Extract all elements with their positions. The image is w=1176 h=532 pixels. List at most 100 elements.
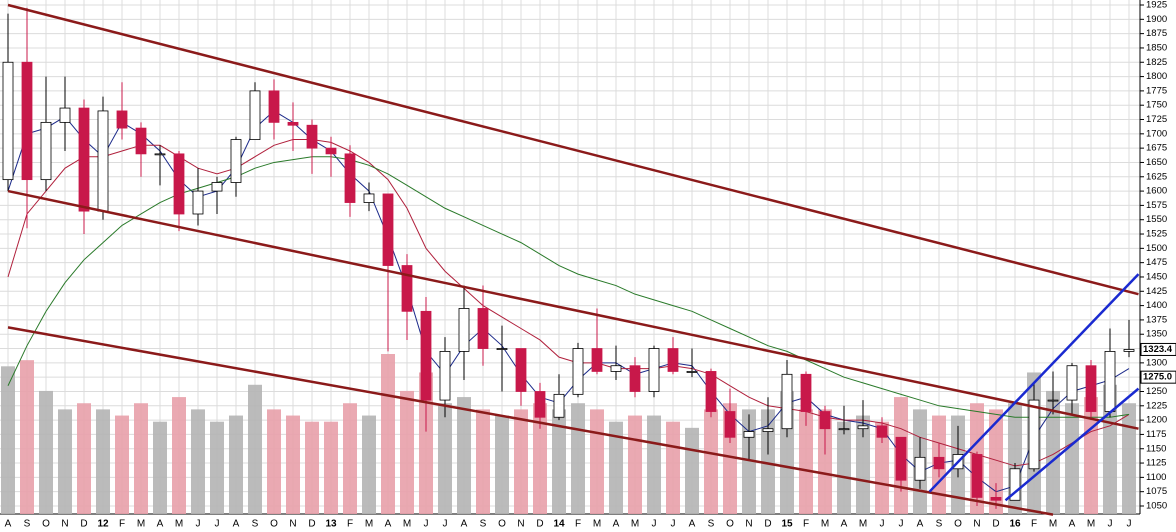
volume-bar bbox=[799, 409, 813, 514]
candle-body bbox=[382, 193, 394, 266]
candle-body bbox=[838, 428, 850, 431]
candle-body bbox=[515, 348, 527, 392]
y-tick-label: 1600 bbox=[1146, 186, 1167, 197]
candle-body bbox=[781, 373, 793, 430]
x-tick-label: O bbox=[42, 519, 50, 530]
x-tick-label: F bbox=[575, 519, 581, 530]
x-tick-label: F bbox=[803, 519, 809, 530]
volume-bar bbox=[666, 421, 680, 514]
volume-bar bbox=[58, 409, 72, 514]
y-tick-label: 1775 bbox=[1146, 85, 1167, 96]
y-tick-label: 1075 bbox=[1146, 486, 1167, 497]
volume-bar bbox=[856, 415, 870, 514]
x-tick-label: N bbox=[973, 519, 980, 530]
y-tick-label: 1100 bbox=[1146, 472, 1166, 483]
candle-body bbox=[1123, 349, 1135, 352]
x-tick-label: D bbox=[308, 519, 315, 530]
y-tick-label: 1625 bbox=[1146, 171, 1167, 182]
y-tick-label: 1575 bbox=[1146, 200, 1167, 211]
volume-bar bbox=[704, 409, 718, 514]
candle-body bbox=[1009, 468, 1021, 501]
trendline bbox=[928, 273, 1140, 493]
volume-bar bbox=[989, 409, 1003, 514]
candle-body bbox=[287, 121, 299, 126]
x-tick-label: A bbox=[5, 519, 12, 530]
x-tick-label: M bbox=[1049, 519, 1057, 530]
x-tick-label: O bbox=[954, 519, 962, 530]
moving-average bbox=[7, 139, 1130, 467]
candle-body bbox=[211, 182, 223, 192]
candle-body bbox=[21, 61, 33, 181]
candle-body bbox=[363, 193, 375, 203]
volume-bar bbox=[191, 409, 205, 514]
volume-bar bbox=[229, 415, 243, 514]
x-tick-label: S bbox=[252, 519, 259, 530]
volume-bar bbox=[419, 372, 433, 514]
candle-body bbox=[249, 90, 261, 140]
x-tick-label: S bbox=[480, 519, 487, 530]
x-tick-label: D bbox=[764, 519, 771, 530]
y-tick-label: 1675 bbox=[1146, 143, 1167, 154]
x-tick-label: D bbox=[992, 519, 999, 530]
plot-background bbox=[0, 0, 1140, 514]
x-tick-label: 15 bbox=[781, 519, 793, 530]
volume-bar bbox=[647, 415, 661, 514]
candle-body bbox=[173, 153, 185, 215]
volume-bar bbox=[818, 409, 832, 514]
price-label: 1323.4 bbox=[1143, 344, 1173, 355]
volume-bar bbox=[590, 409, 604, 514]
x-tick-label: A bbox=[157, 519, 164, 530]
y-tick-label: 1175 bbox=[1146, 429, 1166, 440]
x-tick-label: A bbox=[233, 519, 240, 530]
volume-bar bbox=[362, 415, 376, 514]
volume-bar bbox=[267, 409, 281, 514]
y-tick-label: 1800 bbox=[1146, 71, 1167, 82]
x-tick-label: M bbox=[365, 519, 373, 530]
candle-body bbox=[97, 110, 109, 212]
candle-body bbox=[971, 454, 983, 498]
x-tick-label: A bbox=[917, 519, 924, 530]
trendline bbox=[7, 326, 1054, 516]
volume-bar bbox=[210, 421, 224, 514]
volume-bar bbox=[20, 360, 34, 514]
x-tick-label: O bbox=[270, 519, 278, 530]
y-tick-label: 1550 bbox=[1146, 214, 1167, 225]
x-tick-label: A bbox=[613, 519, 620, 530]
volume-bar bbox=[77, 403, 91, 514]
candle-body bbox=[420, 310, 432, 401]
candle-body bbox=[534, 391, 546, 418]
x-tick-label: J bbox=[1127, 519, 1132, 530]
candle-body bbox=[724, 411, 736, 438]
volume-bar bbox=[172, 397, 186, 514]
x-tick-label: A bbox=[461, 519, 468, 530]
volume-bar bbox=[514, 409, 528, 514]
candle-body bbox=[800, 373, 812, 412]
y-tick-label: 1350 bbox=[1146, 329, 1167, 340]
y-tick-label: 1050 bbox=[1146, 501, 1167, 512]
x-tick-label: 14 bbox=[553, 519, 565, 530]
volume-bar bbox=[609, 421, 623, 514]
candle-body bbox=[572, 348, 584, 395]
x-tick-label: O bbox=[726, 519, 734, 530]
y-tick-label: 1400 bbox=[1146, 300, 1167, 311]
y-tick-label: 1825 bbox=[1146, 57, 1167, 68]
volume-bar bbox=[685, 427, 699, 514]
y-tick-label: 1650 bbox=[1146, 157, 1167, 168]
x-tick-label: M bbox=[137, 519, 145, 530]
volume-bar bbox=[1122, 403, 1136, 514]
x-tick-label: S bbox=[24, 519, 31, 530]
candle-body bbox=[135, 127, 147, 155]
x-tick-label: F bbox=[347, 519, 353, 530]
candle-body bbox=[629, 365, 641, 392]
x-tick-label: J bbox=[671, 519, 676, 530]
candle-body bbox=[914, 456, 926, 481]
y-tick-label: 1700 bbox=[1146, 128, 1167, 139]
x-tick-label: F bbox=[119, 519, 125, 530]
candle-body bbox=[401, 265, 413, 312]
candle-body bbox=[553, 393, 565, 418]
candle-body bbox=[154, 153, 166, 156]
volume-bar bbox=[134, 403, 148, 514]
y-tick-label: 1200 bbox=[1146, 415, 1167, 426]
candle-body bbox=[78, 107, 90, 212]
candle-body bbox=[477, 308, 489, 349]
